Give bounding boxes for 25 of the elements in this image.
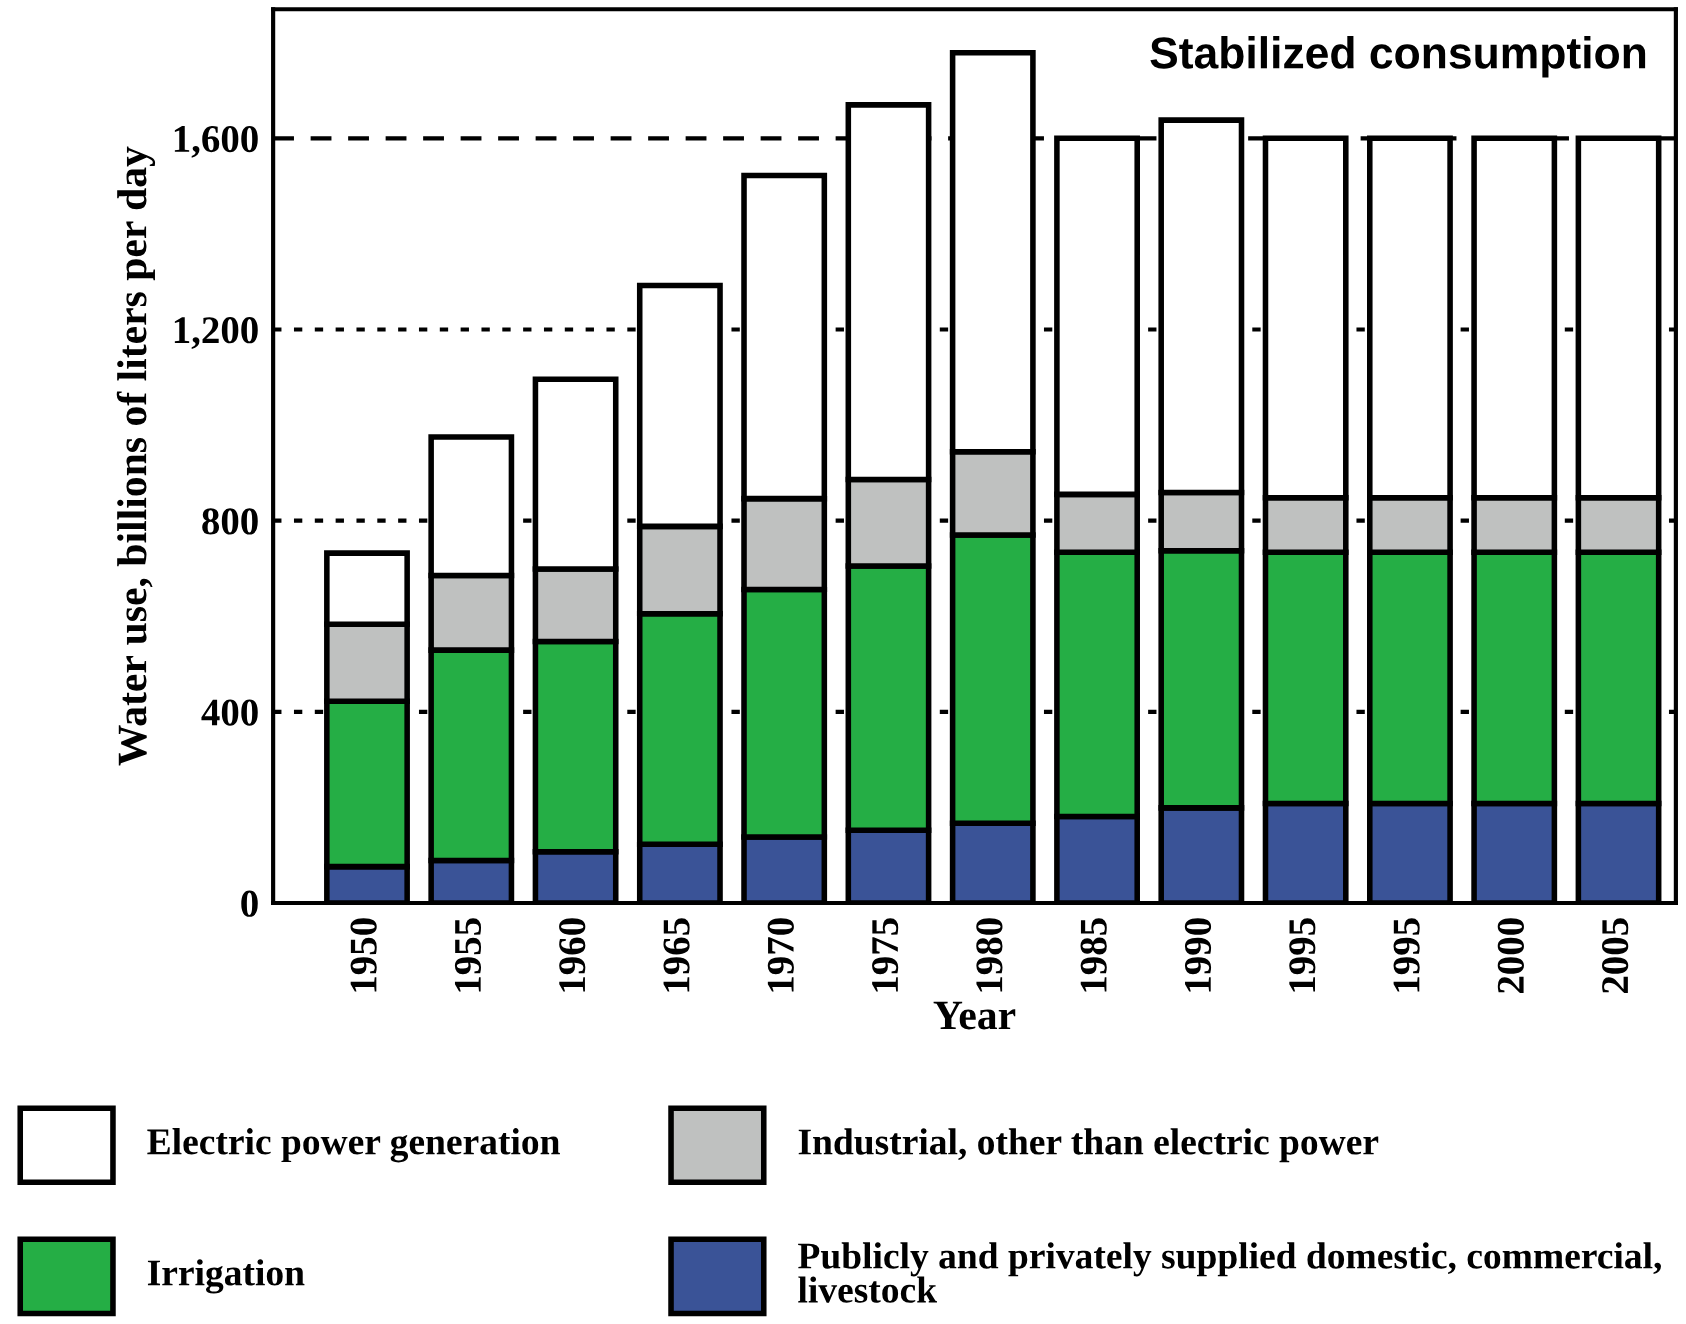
y-tick-label: 400: [201, 699, 258, 726]
y-tick-label: 800: [202, 508, 258, 535]
legend-label: Irrigation: [147, 1259, 305, 1294]
x-tick-label: 1995: [1393, 918, 1420, 992]
x-tick-label: 1950: [350, 918, 377, 992]
legend-label: Publicly and privately supplied domestic, commercial, livestock: [798, 1242, 1661, 1303]
x-tick-label: 1990: [1184, 918, 1212, 992]
y-tick-label: 1,200: [174, 317, 258, 349]
x-tick-label: 1975: [872, 918, 899, 992]
y-tick-label: 1,600: [174, 125, 258, 158]
legend-label: Industrial, other than electric power: [798, 1128, 1379, 1163]
x-tick-label: 2005: [1602, 918, 1629, 993]
x-tick-label: 1995: [1289, 918, 1316, 992]
x-axis-title: Year: [933, 1001, 1016, 1030]
x-tick-label: 1955: [454, 918, 482, 992]
y-tick-label: 0: [241, 890, 258, 917]
x-tick-label: 1960: [559, 918, 586, 992]
x-tick-label: 1980: [976, 918, 1003, 992]
x-tick-label: 1970: [767, 918, 794, 992]
x-tick-label: 1985: [1080, 918, 1107, 992]
y-axis-title: Water use, billions of liters per day: [116, 146, 156, 766]
legend-label: Electric power generation: [147, 1128, 560, 1163]
annotation: Stabilized consumption: [1150, 36, 1646, 78]
x-tick-label: 2000: [1497, 918, 1524, 993]
x-tick-label: 1965: [663, 918, 690, 992]
